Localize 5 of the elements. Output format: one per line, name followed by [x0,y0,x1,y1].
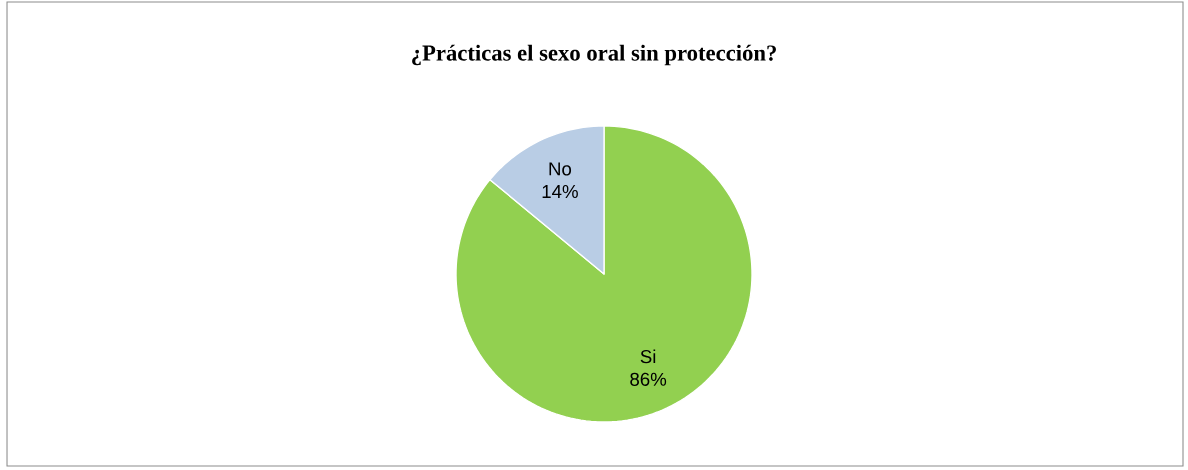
slice-label: Si [640,349,656,364]
data-label: 86% [630,372,667,386]
data-label: 14% [542,184,578,199]
chart-title: ¿Prácticas el sexo oral sin protección? [412,44,776,66]
slice-label: No [549,162,572,176]
